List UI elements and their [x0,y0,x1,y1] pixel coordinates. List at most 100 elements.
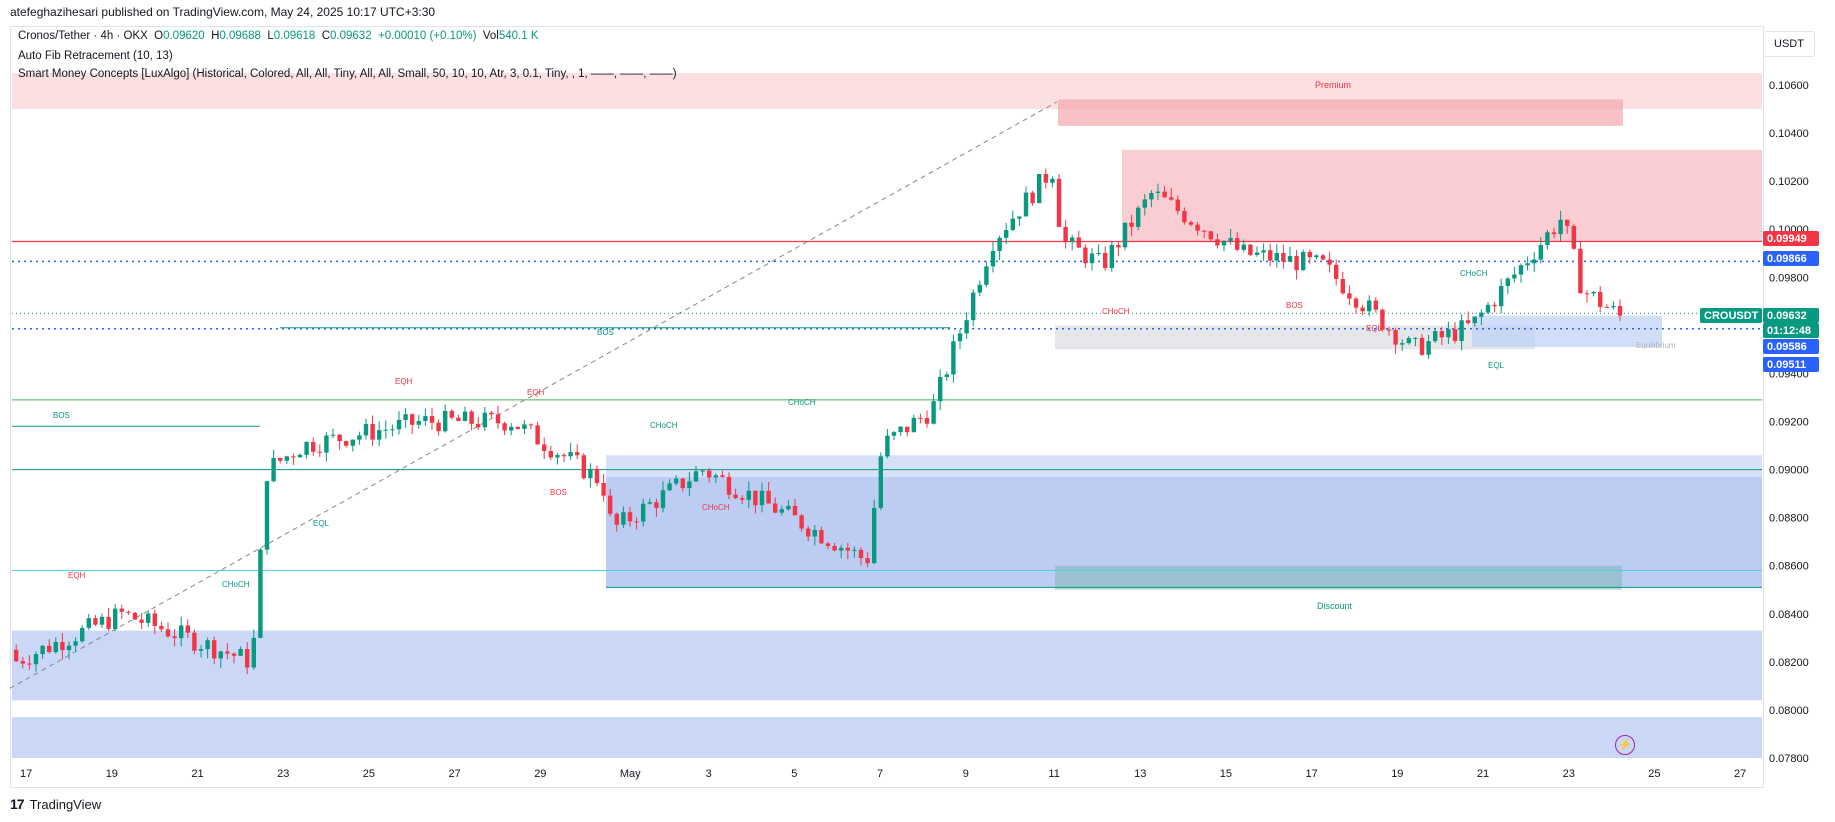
fib-trend-line [9,101,1058,689]
candle-body [264,481,270,550]
close-label: C [321,30,331,42]
candle-body [608,495,613,514]
candle-body [1076,237,1081,248]
candle-body [172,636,177,639]
candle-body [509,426,514,431]
candle-body [753,490,758,506]
high-label: H [211,30,220,42]
currency-selector[interactable]: USDT [1763,31,1815,57]
lightning-icon[interactable]: ⚡ [1615,735,1635,755]
candle-body [436,422,441,432]
price-tick: 0.10400 [1769,128,1809,140]
candle-body [1268,250,1273,261]
candle-body [568,452,573,457]
candle-body [146,613,151,623]
candle-body [106,616,111,629]
candle-body [1400,343,1405,345]
equilibrium-label: Equilibrium [1636,341,1676,350]
candle-body [1030,192,1035,204]
discount-zone-lower [12,717,1762,758]
candle-body [1122,222,1128,248]
candle-body [304,441,309,455]
structure-label-choch: CHoCH [788,398,816,407]
candle-body [126,611,131,613]
candle-body [324,435,329,453]
candle-body [1248,244,1253,255]
candle-body [1254,252,1260,255]
candle-body [1327,259,1332,265]
candle-body [416,420,421,425]
candle-body [1017,216,1022,219]
candle-body [1598,291,1603,307]
candle-body [390,429,395,431]
candle-body [231,653,237,656]
price-tick: 0.09200 [1769,417,1809,429]
candle-body [898,426,903,433]
candle-body [119,608,124,612]
candle-body [812,529,817,537]
candle-body [1129,222,1134,227]
price-tick: 0.09000 [1769,465,1809,477]
symbol-legend: Cronos/Tether · 4h · OKX O0.09620 H0.096… [18,30,539,42]
candle-body [1314,255,1319,258]
open-value: 0.09620 [163,30,205,42]
chart-frame[interactable] [10,26,1764,788]
candle-body [1499,285,1504,307]
candle-body [1175,199,1180,211]
candle-body [819,529,824,544]
candle-body [1340,278,1345,294]
indicator-smc[interactable]: Smart Money Concepts [LuxAlgo] (Historic… [18,68,677,80]
candle-body [773,503,778,513]
candle-body [113,608,118,629]
discount-zone [12,630,1762,701]
candle-body [766,490,771,504]
indicator-fib[interactable]: Auto Fib Retracement (10, 13) [18,50,173,62]
candle-body [1393,329,1398,345]
candle-body [502,423,507,431]
candle-body [1294,255,1299,271]
candle-body [825,543,831,546]
candle-body [845,547,850,551]
candle-body [964,320,969,334]
candle-body [733,494,738,499]
candle-body [1551,232,1557,235]
candle-body [20,661,25,664]
candle-body [1472,316,1477,324]
time-tick: 27 [449,768,461,780]
candle-body [1446,329,1451,338]
candle-body [1558,219,1563,235]
candle-body [1004,230,1009,238]
candle-body [938,376,943,402]
candle-body [1380,309,1385,330]
candle-body [977,284,982,293]
candle-body [1525,263,1530,266]
candle-body [1136,207,1141,227]
price-label: CROUSDT [1704,310,1759,322]
candle-body [1353,298,1359,308]
candle-body [944,374,949,377]
price-label-bg [1700,308,1762,323]
candle-body [1089,253,1095,264]
candle-body [713,475,718,478]
candle-body [740,498,745,500]
candle-body [1109,244,1114,268]
candle-body [1063,226,1068,242]
candle-body [581,455,586,479]
candle-body [647,502,652,504]
candle-body [357,435,362,440]
structure-label-bos: BOS [1286,301,1303,310]
candle-body [73,641,78,646]
candle-body [278,458,283,461]
candle-body [1202,230,1207,232]
time-tick: 21 [191,768,203,780]
candle-body [1479,312,1484,317]
candle-body [258,549,263,638]
candle-body [1301,251,1306,271]
candle-body [1043,173,1048,183]
symbol-name[interactable]: Cronos/Tether · 4h · OKX [18,30,148,42]
footer-brand[interactable]: 17 TradingView [10,796,101,812]
candle-body [641,503,646,522]
candle-body [852,549,857,551]
candle-body [86,618,91,628]
